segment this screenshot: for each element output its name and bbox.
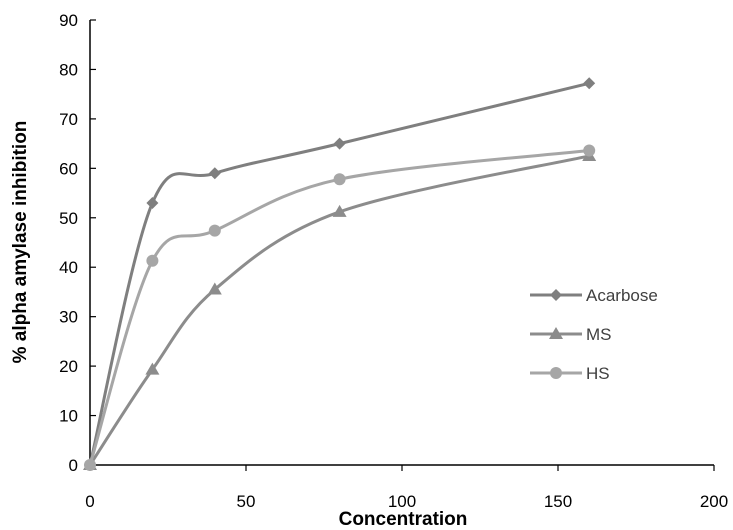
legend-item: MS	[530, 325, 612, 344]
legend-marker	[549, 327, 563, 339]
legend-item: Acarbose	[530, 286, 658, 305]
legend-label: Acarbose	[586, 286, 658, 305]
x-tick-label: 100	[388, 492, 416, 511]
legend: Acarbose MS HS	[530, 286, 658, 383]
x-tick-label: 0	[85, 492, 94, 511]
y-tick-label: 10	[59, 407, 78, 426]
y-tick-label: 90	[59, 11, 78, 30]
y-tick-label: 60	[59, 159, 78, 178]
series-line	[88, 149, 590, 466]
legend-item: HS	[530, 364, 610, 383]
data-point	[332, 204, 347, 217]
series-hs	[84, 144, 596, 471]
y-tick-label: 80	[59, 60, 78, 79]
x-axis-title: Concentration	[339, 509, 468, 530]
y-tick-label: 30	[59, 308, 78, 327]
x-ticks: 0 50 100 150 200	[85, 465, 728, 511]
series-layer	[83, 77, 597, 471]
legend-marker	[550, 289, 562, 301]
data-point	[84, 459, 96, 471]
y-tick-label: 0	[69, 456, 78, 475]
data-point	[208, 224, 221, 237]
series-line	[88, 154, 590, 466]
data-point	[146, 254, 159, 267]
data-point	[208, 167, 221, 180]
data-point	[145, 362, 160, 375]
data-point	[583, 144, 596, 157]
y-tick-label: 40	[59, 258, 78, 277]
axes	[89, 20, 714, 466]
legend-label: HS	[586, 364, 610, 383]
y-axis-title: % alpha amylase inhibition	[10, 121, 31, 364]
legend-marker	[550, 367, 562, 379]
x-tick-label: 200	[700, 492, 728, 511]
y-tick-label: 70	[59, 110, 78, 129]
y-tick-label: 20	[59, 357, 78, 376]
data-point	[146, 196, 159, 209]
legend-label: MS	[586, 325, 612, 344]
y-ticks: 0 10 20 30 40 50 60 70 80 90	[59, 11, 96, 475]
data-point	[333, 173, 346, 186]
x-tick-label: 150	[544, 492, 572, 511]
data-point	[207, 282, 222, 295]
series-ms	[83, 148, 597, 470]
series-acarbose	[84, 77, 596, 471]
data-point	[583, 77, 596, 90]
y-tick-label: 50	[59, 209, 78, 228]
x-tick-label: 50	[237, 492, 256, 511]
data-point	[333, 137, 346, 150]
